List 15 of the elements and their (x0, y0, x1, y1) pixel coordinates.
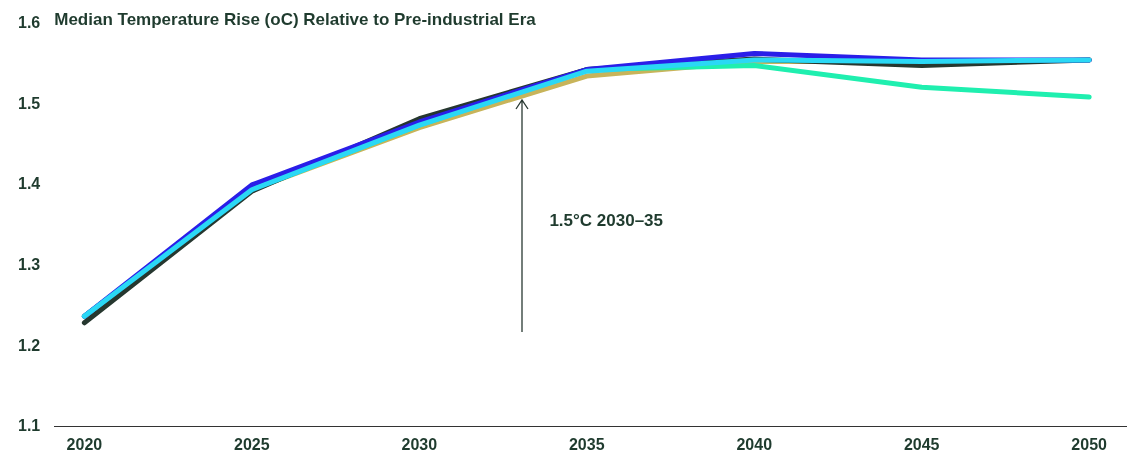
y-tick-label: 1.4 (17, 175, 41, 193)
x-tick-label: 2050 (1071, 435, 1108, 453)
x-tick-label: 2035 (568, 435, 605, 453)
x-tick-label: 2040 (736, 435, 773, 453)
chart-title: Median Temperature Rise (oC) Relative to Pre-industrial Era (54, 9, 537, 29)
y-tick-label: 1.2 (17, 336, 41, 354)
y-tick-label: 1.3 (17, 255, 41, 273)
y-tick-label: 1.1 (17, 417, 41, 435)
y-tick-label: 1.5 (17, 94, 41, 112)
y-tick-label: 1.6 (17, 14, 41, 32)
x-tick-label: 2020 (66, 435, 103, 453)
x-tick-label: 2025 (234, 435, 270, 453)
annotation: 1.5°C 2030–35 (549, 210, 664, 230)
x-tick-label: 2030 (401, 435, 438, 453)
x-tick-label: 2045 (903, 435, 940, 453)
